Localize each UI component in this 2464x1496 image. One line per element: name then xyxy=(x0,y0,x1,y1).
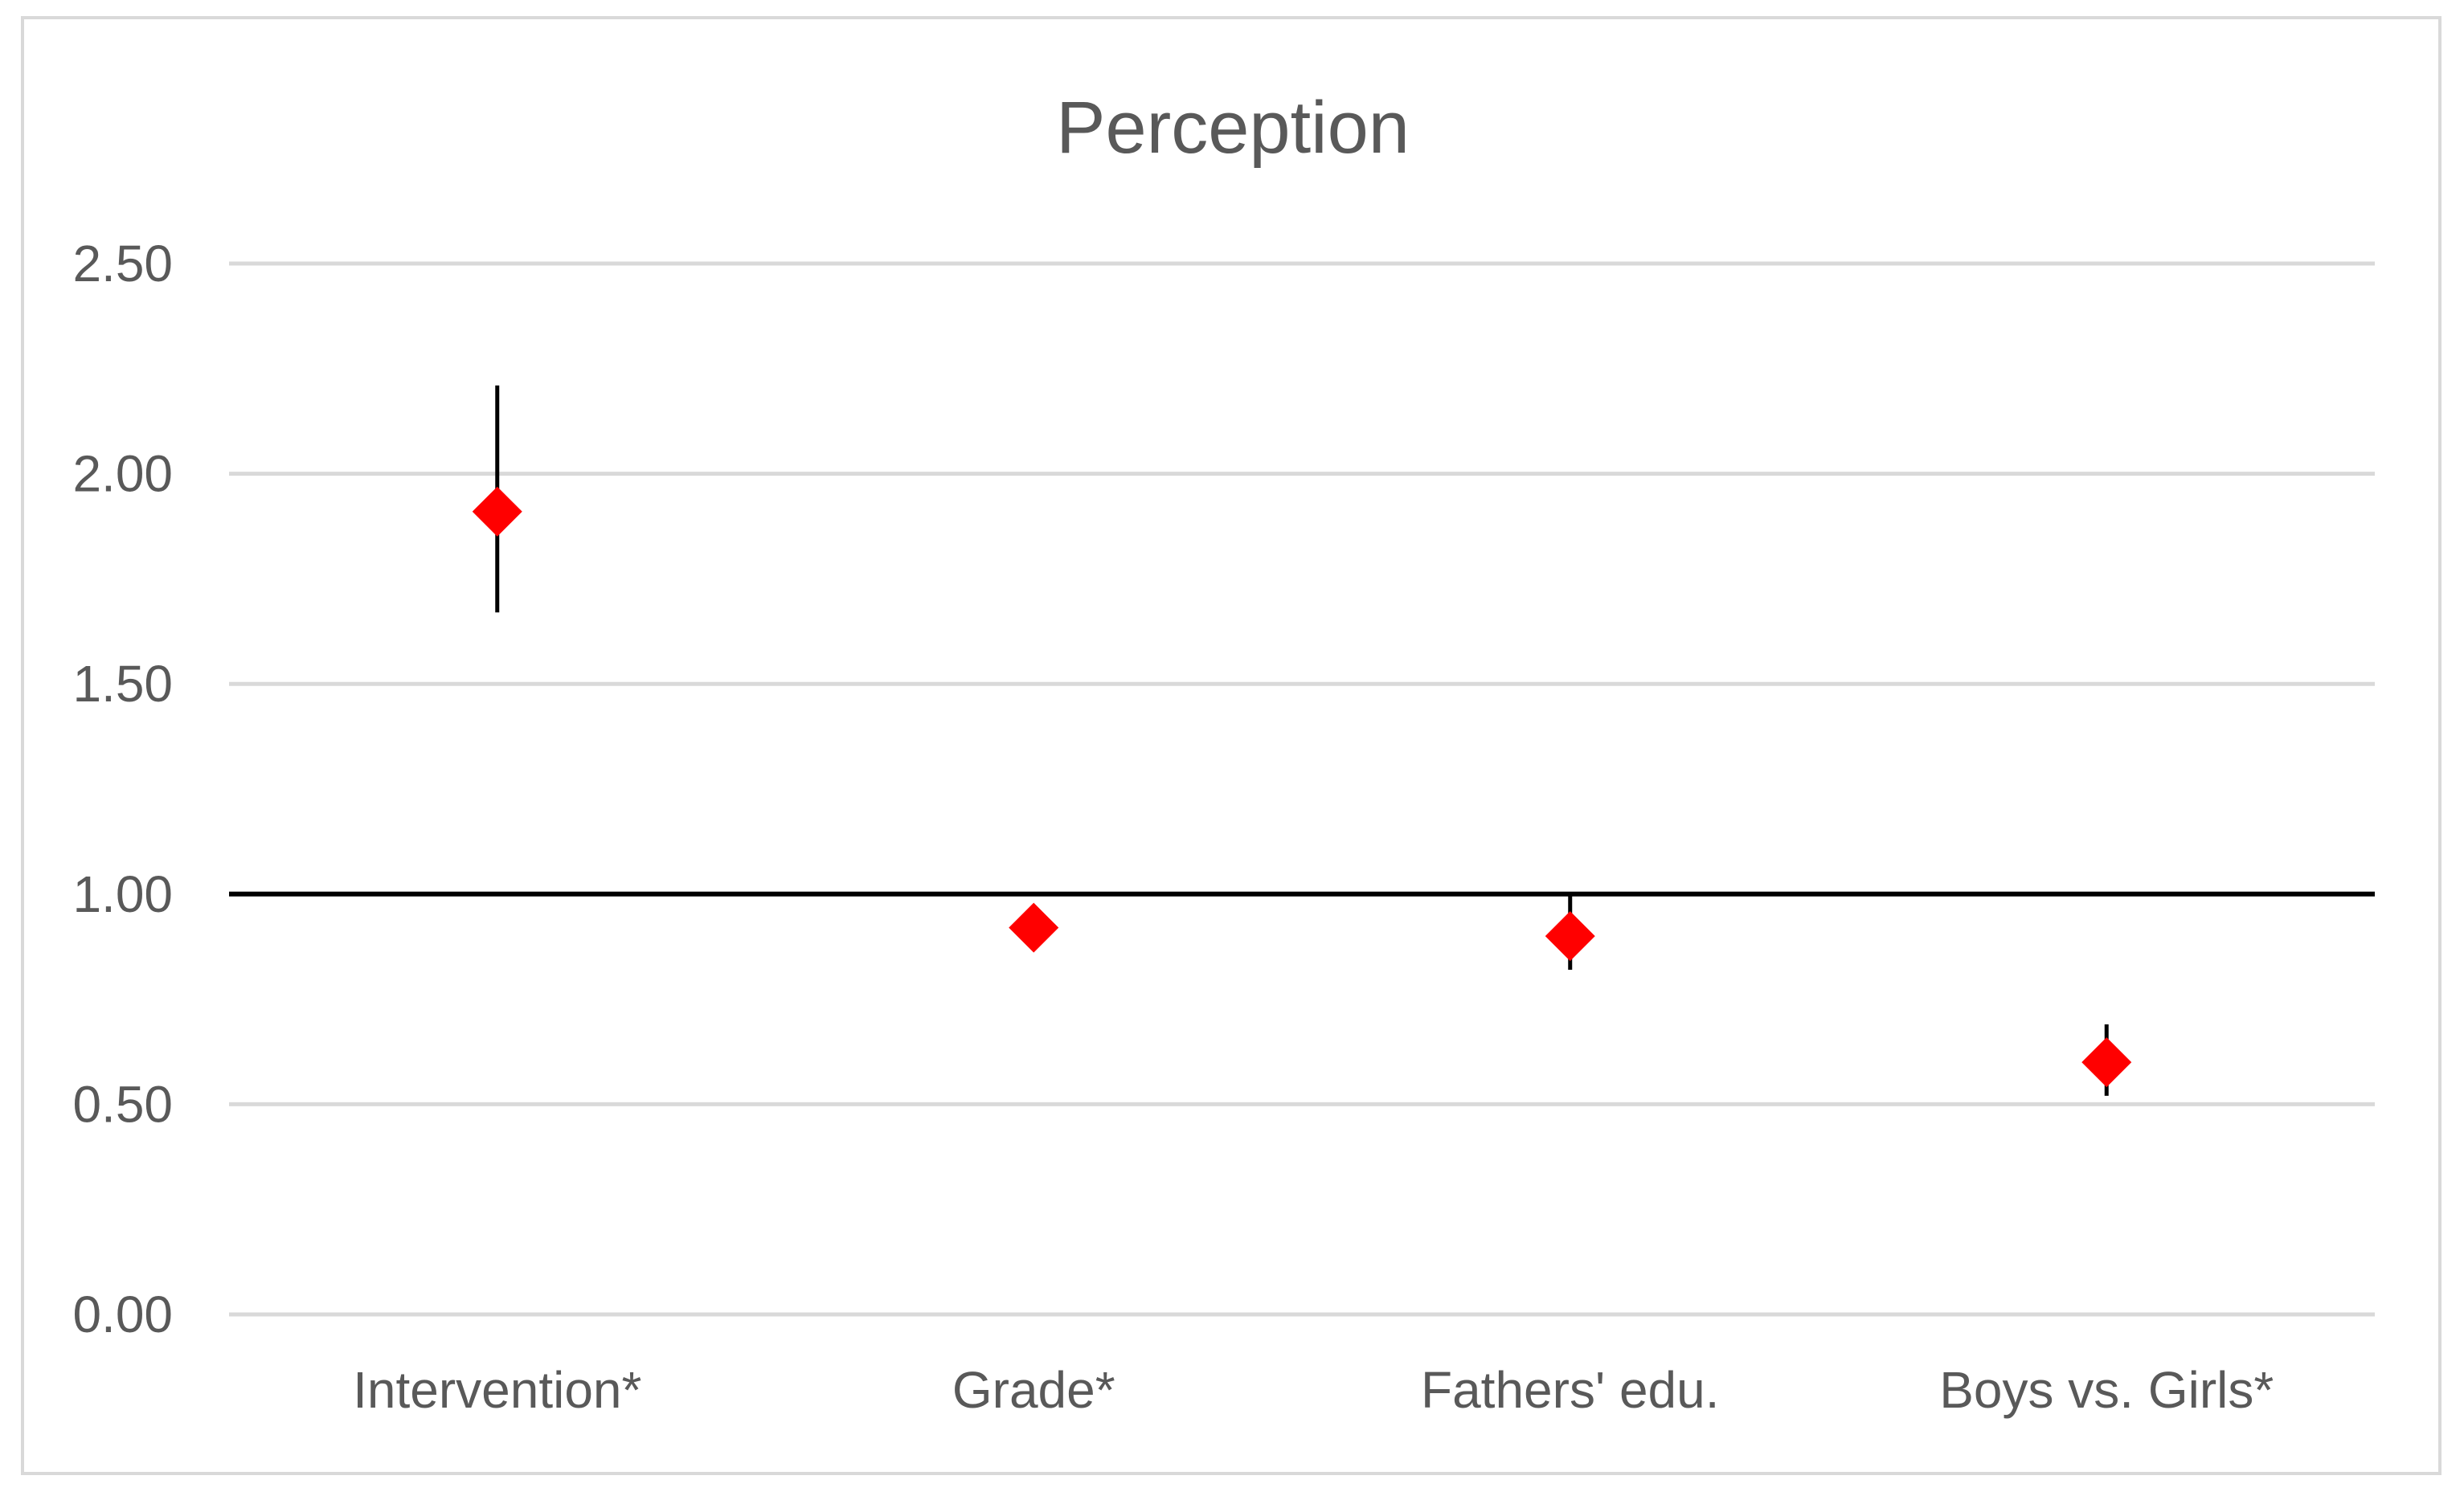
x-tick-label: Fathers' edu. xyxy=(1421,1361,1720,1419)
chart-title: Perception xyxy=(1056,87,1410,169)
error-bars xyxy=(495,385,2109,1096)
data-points xyxy=(472,486,2132,1088)
x-tick-label: Grade* xyxy=(952,1361,1115,1419)
y-tick-label: 2.00 xyxy=(72,445,173,503)
y-tick-label: 2.50 xyxy=(72,235,173,292)
gridlines xyxy=(229,261,2375,1317)
data-point xyxy=(1009,902,1059,953)
y-tick-label: 0.00 xyxy=(72,1285,173,1343)
data-point xyxy=(2081,1037,2132,1088)
data-point xyxy=(472,486,522,537)
x-tick-label: Boys vs. Girls* xyxy=(1939,1361,2274,1419)
data-point xyxy=(1545,911,1595,962)
chart-frame xyxy=(21,16,2441,1475)
y-axis-tick-labels: 0.00 0.50 1.00 1.50 2.00 2.50 xyxy=(72,235,173,1343)
x-tick-label: Intervention* xyxy=(353,1361,641,1419)
y-tick-label: 1.50 xyxy=(72,655,173,713)
y-tick-label: 1.00 xyxy=(72,865,173,923)
x-axis-tick-labels: Intervention* Grade* Fathers' edu. Boys vs.… xyxy=(353,1361,2274,1419)
y-tick-label: 0.50 xyxy=(72,1075,173,1133)
